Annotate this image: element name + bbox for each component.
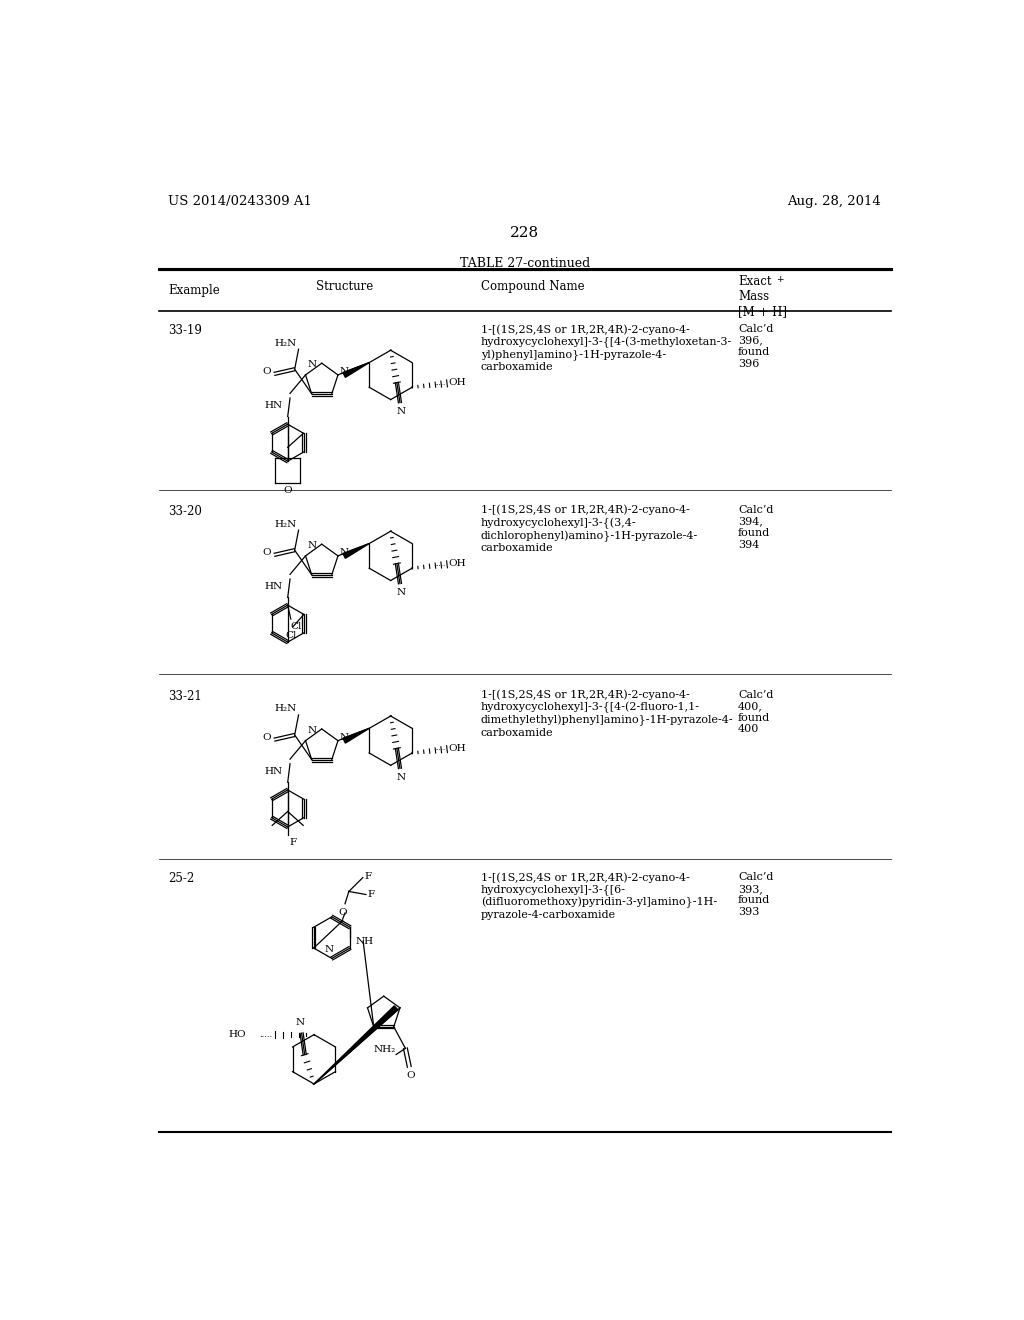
Text: Cl: Cl xyxy=(291,622,302,631)
Text: F: F xyxy=(289,838,296,846)
Text: N: N xyxy=(308,360,317,370)
Text: HN: HN xyxy=(264,767,283,776)
Text: 33-19: 33-19 xyxy=(168,323,202,337)
Text: O: O xyxy=(262,548,271,557)
Text: 1-[(1S,2S,4S or 1R,2R,4R)-2-cyano-4-
hydroxycyclohexyl]-3-{[6-
(difluoromethoxy): 1-[(1S,2S,4S or 1R,2R,4R)-2-cyano-4- hyd… xyxy=(480,873,717,920)
Text: 228: 228 xyxy=(510,226,540,240)
Text: Aug. 28, 2014: Aug. 28, 2014 xyxy=(787,195,882,209)
Text: N: N xyxy=(397,408,407,416)
Text: NH: NH xyxy=(355,937,374,945)
Text: 1-[(1S,2S,4S or 1R,2R,4R)-2-cyano-4-
hydroxycyclohexyl]-3-{[4-(3-methyloxetan-3-: 1-[(1S,2S,4S or 1R,2R,4R)-2-cyano-4- hyd… xyxy=(480,323,732,372)
Text: NH₂: NH₂ xyxy=(374,1045,396,1055)
Text: Calc’d
400,
found
400: Calc’d 400, found 400 xyxy=(738,689,773,734)
Text: N: N xyxy=(296,1018,304,1027)
Text: OH: OH xyxy=(449,378,466,387)
Text: H₂N: H₂N xyxy=(274,520,297,528)
Polygon shape xyxy=(343,729,370,743)
Text: Calc’d
396,
found
396: Calc’d 396, found 396 xyxy=(738,323,773,368)
Text: N: N xyxy=(397,589,407,597)
Text: OH: OH xyxy=(449,560,466,568)
Text: N: N xyxy=(325,945,333,954)
Text: N: N xyxy=(340,733,348,742)
Text: .....: ..... xyxy=(434,560,445,568)
Text: 33-20: 33-20 xyxy=(168,506,202,517)
Text: Example: Example xyxy=(168,284,220,297)
Text: F: F xyxy=(368,890,375,899)
Text: HO: HO xyxy=(228,1030,246,1039)
Text: Cl: Cl xyxy=(286,631,297,640)
Text: HN: HN xyxy=(264,401,283,411)
Polygon shape xyxy=(343,363,370,378)
Text: Compound Name: Compound Name xyxy=(480,280,585,293)
Text: Calc’d
394,
found
394: Calc’d 394, found 394 xyxy=(738,506,773,549)
Text: N: N xyxy=(397,774,407,781)
Text: US 2014/0243309 A1: US 2014/0243309 A1 xyxy=(168,195,312,209)
Text: N: N xyxy=(340,367,348,376)
Text: HN: HN xyxy=(264,582,283,591)
Text: OH: OH xyxy=(449,744,466,752)
Text: O: O xyxy=(284,486,292,495)
Text: Exact
Mass
[M + H]: Exact Mass [M + H] xyxy=(738,276,786,318)
Text: F: F xyxy=(365,871,372,880)
Text: O: O xyxy=(262,367,271,376)
Text: .....: ..... xyxy=(259,1031,272,1039)
Text: O: O xyxy=(262,733,271,742)
Text: N: N xyxy=(308,726,317,735)
Text: +: + xyxy=(776,276,783,284)
Text: 25-2: 25-2 xyxy=(168,873,195,886)
Text: H₂N: H₂N xyxy=(274,339,297,347)
Text: Structure: Structure xyxy=(316,280,374,293)
Polygon shape xyxy=(314,1006,398,1084)
Text: O: O xyxy=(338,908,347,917)
Polygon shape xyxy=(343,544,370,558)
Text: N: N xyxy=(340,548,348,557)
Text: 1-[(1S,2S,4S or 1R,2R,4R)-2-cyano-4-
hydroxycyclohexyl]-3-{[4-(2-fluoro-1,1-
dim: 1-[(1S,2S,4S or 1R,2R,4R)-2-cyano-4- hyd… xyxy=(480,689,733,738)
Text: 33-21: 33-21 xyxy=(168,689,202,702)
Text: .....: ..... xyxy=(434,379,445,387)
Text: .....: ..... xyxy=(434,744,445,752)
Text: H₂N: H₂N xyxy=(274,705,297,713)
Text: Calc’d
393,
found
393: Calc’d 393, found 393 xyxy=(738,873,773,917)
Text: N: N xyxy=(308,541,317,550)
Text: 1-[(1S,2S,4S or 1R,2R,4R)-2-cyano-4-
hydroxycyclohexyl]-3-{(3,4-
dichlorophenyl): 1-[(1S,2S,4S or 1R,2R,4R)-2-cyano-4- hyd… xyxy=(480,506,698,553)
Text: O: O xyxy=(407,1072,415,1081)
Text: TABLE 27-continued: TABLE 27-continued xyxy=(460,257,590,271)
